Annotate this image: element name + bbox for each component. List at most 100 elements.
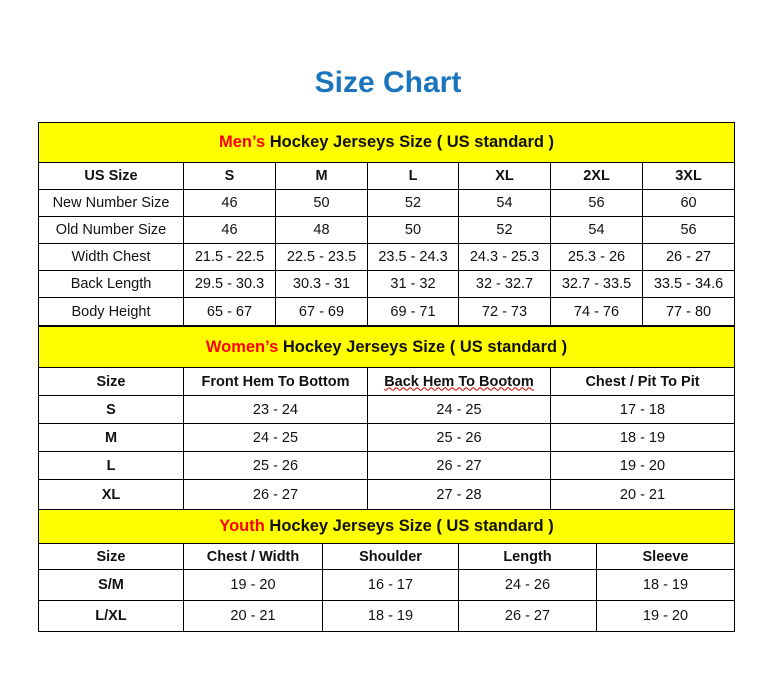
table-cell: 26 - 27 (458, 600, 597, 632)
table-cell: Back Length (38, 270, 184, 298)
table-cell: Width Chest (38, 243, 184, 271)
table-cell: 54 (550, 216, 643, 244)
column-header: Size (38, 367, 184, 396)
table-cell: 24.3 - 25.3 (458, 243, 551, 271)
table-cell: 32 - 32.7 (458, 270, 551, 298)
men-section-header: Men’s Hockey Jerseys Size ( US standard … (37, 122, 736, 163)
table-cell: 21.5 - 22.5 (183, 243, 276, 271)
table-cell: 56 (550, 189, 643, 217)
table-cell: 31 - 32 (367, 270, 459, 298)
table-cell: M (38, 423, 184, 452)
men-label: Men’s (219, 133, 266, 151)
table-cell: L/XL (38, 600, 184, 632)
column-header: Back Hem To Bootom (367, 367, 551, 396)
table-cell: 25 - 26 (183, 451, 368, 480)
column-header: Chest / Width (183, 543, 323, 570)
page-title: Size Chart (314, 66, 462, 99)
women-band-text: Hockey Jerseys Size ( US standard ) (278, 337, 568, 356)
column-header: Size (38, 543, 184, 570)
column-header: Shoulder (322, 543, 459, 570)
table-cell: 50 (275, 189, 368, 217)
table-cell: 19 - 20 (549, 451, 736, 480)
table-cell: 65 - 67 (183, 297, 276, 326)
table-cell: 29.5 - 30.3 (183, 270, 276, 298)
table-cell: 56 (641, 216, 736, 244)
table-cell: 54 (458, 189, 551, 217)
table-row: S/M 19 - 20 16 - 17 24 - 26 18 - 19 (38, 569, 736, 601)
table-cell: 25.3 - 26 (550, 243, 643, 271)
column-header: 3XL (641, 162, 736, 190)
table-cell: 23 - 24 (183, 395, 368, 424)
men-size-table: Men’s Hockey Jerseys Size ( US standard … (37, 122, 736, 326)
table-row: S 23 - 24 24 - 25 17 - 18 (38, 395, 736, 424)
table-cell: 20 - 21 (183, 600, 323, 632)
table-cell: 48 (275, 216, 368, 244)
women-label: Women’s (205, 337, 279, 356)
column-header: M (275, 162, 368, 190)
table-cell: 26 - 27 (641, 243, 736, 271)
table-cell: 52 (458, 216, 551, 244)
table-cell: 18 - 19 (549, 423, 736, 452)
table-row: L/XL 20 - 21 18 - 19 26 - 27 19 - 20 (38, 600, 736, 632)
table-row: Width Chest 21.5 - 22.5 22.5 - 23.5 23.5 - … (38, 243, 736, 271)
table-cell: 26 - 27 (367, 451, 551, 480)
table-cell: 32.7 - 33.5 (550, 270, 643, 298)
table-cell: 72 - 73 (458, 297, 551, 326)
header-row: Size Chest / Width Shoulder Length Sleeve (38, 543, 736, 570)
column-header: XL (458, 162, 551, 190)
table-cell: 16 - 17 (322, 569, 459, 601)
table-cell: 50 (367, 216, 459, 244)
column-header: Sleeve (595, 543, 736, 570)
table-cell: 23.5 - 24.3 (367, 243, 459, 271)
column-header: Chest / Pit To Pit (549, 367, 736, 396)
column-header: L (367, 162, 459, 190)
table-cell: S/M (38, 569, 184, 601)
table-cell: 24 - 25 (183, 423, 368, 452)
table-cell: Body Height (38, 297, 184, 326)
youth-band-text: Hockey Jerseys Size ( US standard ) (264, 517, 554, 535)
column-header: Front Hem To Bottom (183, 367, 368, 396)
table-cell: 46 (183, 189, 276, 217)
table-cell: 46 (183, 216, 276, 244)
table-cell: 26 - 27 (183, 479, 368, 510)
women-size-table: Women’s Hockey Jerseys Size ( US standar… (37, 326, 736, 510)
table-cell: 27 - 28 (367, 479, 551, 510)
youth-size-table: Youth Hockey Jerseys Size ( US standard … (37, 509, 736, 632)
table-cell: 18 - 19 (595, 569, 736, 601)
table-row: Back Length 29.5 - 30.3 30.3 - 31 31 - 32 32… (38, 270, 736, 298)
youth-label: Youth (219, 517, 265, 535)
table-row: M 24 - 25 25 - 26 18 - 19 (38, 423, 736, 452)
table-cell: 69 - 71 (367, 297, 459, 326)
header-row: US Size S M L XL 2XL 3XL (38, 162, 736, 190)
table-cell: 33.5 - 34.6 (641, 270, 736, 298)
header-row: Size Front Hem To Bottom Back Hem To Booto… (38, 367, 736, 396)
women-section-header: Women’s Hockey Jerseys Size ( US standar… (37, 326, 736, 368)
column-header: Length (458, 543, 597, 570)
table-cell: XL (38, 479, 184, 510)
table-cell: L (38, 451, 184, 480)
table-cell: 24 - 26 (458, 569, 597, 601)
column-header: S (183, 162, 276, 190)
table-cell: 52 (367, 189, 459, 217)
men-band-text: Hockey Jerseys Size ( US standard ) (265, 133, 555, 151)
table-cell: 18 - 19 (322, 600, 459, 632)
table-row: XL 26 - 27 27 - 28 20 - 21 (38, 479, 736, 510)
table-cell: 19 - 20 (183, 569, 323, 601)
table-cell: New Number Size (38, 189, 184, 217)
table-cell: 60 (641, 189, 736, 217)
table-cell: 77 - 80 (641, 297, 736, 326)
column-header: 2XL (550, 162, 643, 190)
column-header: US Size (38, 162, 184, 190)
table-cell: 30.3 - 31 (275, 270, 368, 298)
table-cell: Old Number Size (38, 216, 184, 244)
youth-section-header: Youth Hockey Jerseys Size ( US standard … (37, 509, 736, 544)
table-row: Body Height 65 - 67 67 - 69 69 - 71 72 - 73 7… (38, 297, 736, 326)
table-cell: 67 - 69 (275, 297, 368, 326)
table-row: Old Number Size 46 48 50 52 54 56 (38, 216, 736, 244)
table-cell: 20 - 21 (549, 479, 736, 510)
table-row: New Number Size 46 50 52 54 56 60 (38, 189, 736, 217)
table-cell: 17 - 18 (549, 395, 736, 424)
table-cell: 19 - 20 (595, 600, 736, 632)
table-cell: 22.5 - 23.5 (275, 243, 368, 271)
table-cell: 74 - 76 (550, 297, 643, 326)
